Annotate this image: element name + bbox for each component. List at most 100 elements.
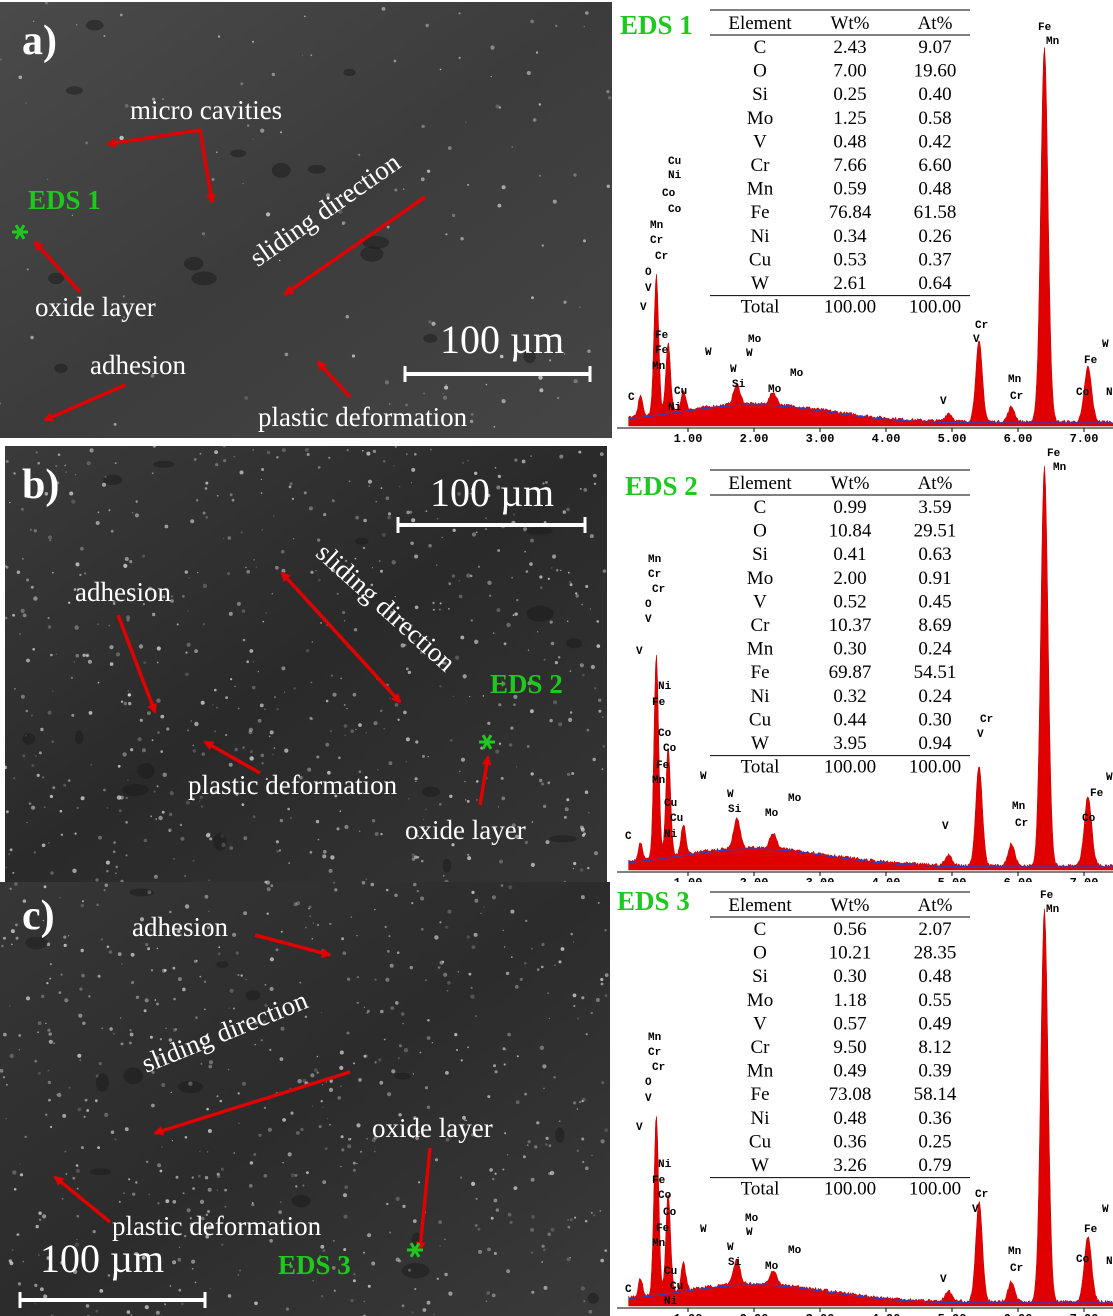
texture: [507, 1154, 508, 1155]
texture: [538, 375, 542, 379]
texture: [526, 606, 553, 622]
table-cell: 58.14: [914, 1084, 957, 1105]
texture: [570, 933, 573, 936]
table-cell: 2.43: [833, 37, 866, 58]
texture: [531, 772, 534, 775]
texture: [594, 483, 596, 485]
texture: [374, 909, 375, 910]
texture: [502, 399, 506, 403]
texture: [476, 1198, 478, 1200]
texture: [585, 11, 589, 15]
texture: [280, 819, 283, 822]
texture: [119, 136, 123, 140]
texture: [415, 606, 419, 610]
texture: [205, 1176, 208, 1179]
texture: [192, 1268, 194, 1270]
peak-label: Mn: [650, 220, 663, 232]
texture: [580, 868, 584, 872]
texture: [328, 457, 330, 459]
texture: [508, 1213, 512, 1217]
texture: [240, 471, 244, 475]
texture: [308, 908, 310, 910]
texture: [11, 944, 13, 946]
texture: [600, 1210, 602, 1212]
texture: [355, 729, 357, 731]
texture: [254, 1044, 256, 1046]
texture: [25, 102, 27, 104]
texture: [342, 611, 345, 614]
table-cell: 29.51: [914, 521, 957, 542]
texture: [583, 488, 587, 492]
texture: [390, 1006, 394, 1010]
texture: [579, 306, 581, 308]
texture: [388, 512, 391, 515]
texture: [243, 911, 247, 915]
peak-label: Cu: [668, 156, 681, 168]
texture: [491, 1217, 494, 1220]
texture: [262, 529, 264, 531]
texture: [412, 1311, 414, 1313]
table-header: Wt%: [830, 13, 869, 34]
texture: [598, 902, 600, 904]
texture: [202, 752, 205, 755]
texture: [243, 639, 246, 642]
texture: [539, 175, 541, 177]
texture: [103, 475, 122, 485]
texture: [340, 1085, 342, 1087]
texture: [590, 608, 591, 609]
texture: [549, 719, 552, 722]
texture: [394, 189, 397, 192]
texture: [57, 1093, 61, 1097]
table-cell: 0.25: [918, 1131, 951, 1152]
texture: [340, 1166, 341, 1167]
texture: [307, 453, 310, 456]
texture: [605, 973, 609, 977]
texture: [98, 975, 101, 978]
texture: [544, 659, 546, 661]
texture: [445, 926, 448, 929]
texture: [380, 833, 382, 835]
texture: [380, 570, 383, 573]
texture: [414, 555, 418, 559]
peak-label: W: [727, 1242, 734, 1254]
peak-label: Mn: [652, 1238, 665, 1250]
table-cell: 0.99: [833, 497, 866, 518]
texture: [223, 445, 226, 448]
panel: c)adhesionsliding directionoxide layerpl…: [0, 880, 1113, 1316]
texture: [107, 807, 109, 809]
texture: [245, 990, 260, 1000]
texture: [564, 816, 567, 819]
texture: [19, 1164, 20, 1165]
texture: [496, 608, 500, 612]
texture: [214, 731, 216, 733]
texture: [237, 1274, 239, 1276]
annotation: plastic deformation: [188, 770, 398, 800]
texture: [200, 453, 202, 455]
texture: [565, 807, 569, 811]
table-cell: 0.24: [918, 686, 952, 707]
texture: [485, 528, 487, 530]
table-cell: Mo: [747, 108, 773, 129]
texture: [10, 1054, 14, 1058]
texture: [95, 1099, 98, 1102]
texture: [386, 1203, 388, 1205]
table-cell: 76.84: [829, 202, 872, 223]
texture: [467, 856, 471, 860]
table-cell: 19.60: [914, 61, 957, 82]
table-cell: 0.48: [833, 131, 866, 152]
texture: [153, 461, 175, 468]
texture: [350, 729, 354, 733]
texture: [272, 753, 274, 755]
peak-label: Cr: [975, 320, 988, 332]
texture: [474, 899, 478, 903]
peak-label: Cr: [650, 235, 663, 247]
texture: [443, 875, 445, 877]
texture: [415, 781, 416, 782]
texture: [76, 1164, 79, 1167]
texture: [557, 397, 559, 399]
texture: [42, 776, 44, 778]
x-tick-label: 4.00: [872, 432, 901, 446]
texture: [322, 1180, 326, 1184]
peak-label: C: [625, 1284, 632, 1296]
x-tick-label: 2.00: [740, 1312, 769, 1316]
